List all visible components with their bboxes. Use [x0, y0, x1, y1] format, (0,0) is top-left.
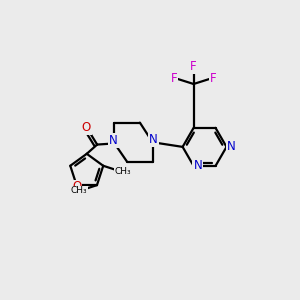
Text: CH₃: CH₃	[115, 167, 132, 176]
Text: O: O	[81, 121, 91, 134]
Text: F: F	[210, 72, 216, 85]
Text: N: N	[149, 133, 158, 146]
Text: N: N	[109, 134, 118, 147]
Text: N: N	[194, 159, 202, 172]
Text: F: F	[171, 72, 178, 85]
Text: F: F	[190, 60, 197, 73]
Text: CH₃: CH₃	[70, 186, 87, 195]
Text: O: O	[72, 181, 81, 194]
Text: N: N	[227, 140, 236, 153]
